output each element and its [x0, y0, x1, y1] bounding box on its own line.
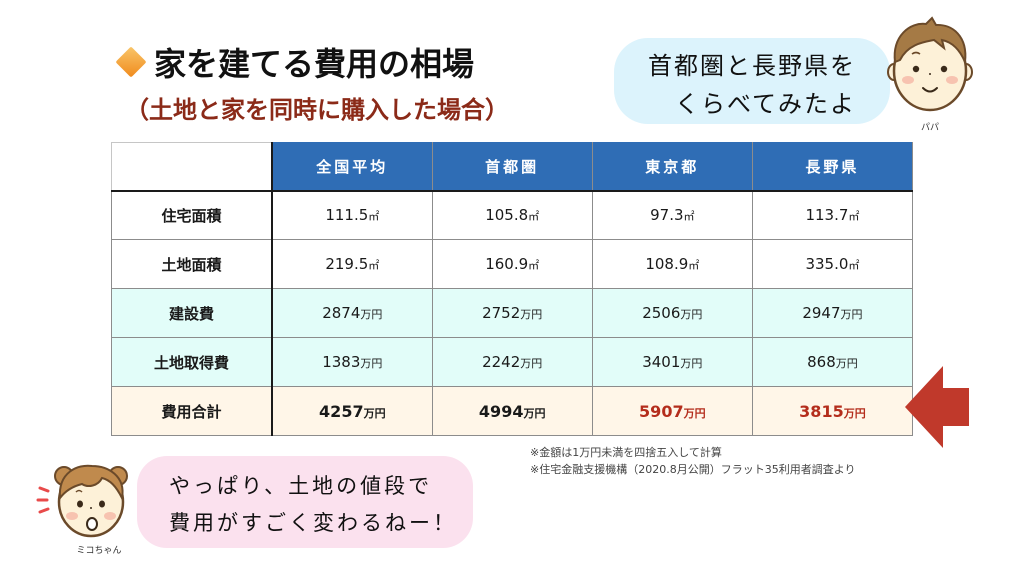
- column-header-nagano: 長野県: [751, 142, 914, 192]
- table-row-land-area: 土地面積 219.5㎡ 160.9㎡ 108.9㎡ 335.0㎡: [111, 239, 914, 289]
- table-cell: 4257万円: [271, 386, 433, 436]
- papa-bubble-line-2: くらべてみたよ: [674, 90, 856, 118]
- table-row-land-acquisition-cost: 土地取得費 1383万円 2242万円 3401万円 868万円: [111, 337, 914, 387]
- footnote-rounding: ※金額は1万円未満を四捨五入して計算: [530, 446, 722, 459]
- table-cell: 2242万円: [431, 337, 593, 387]
- row-label: 土地面積: [111, 239, 273, 289]
- papa-speech-bubble: 首都圏と長野県を くらべてみたよ: [614, 38, 890, 124]
- table-header-row: 全国平均 首都圏 東京都 長野県: [111, 142, 914, 192]
- title-text: 家を建てる費用の相場: [154, 45, 475, 83]
- miko-speech-bubble: やっぱり、土地の値段で 費用がすごく変わるねー！: [137, 456, 473, 548]
- table-cell: 97.3㎡: [591, 190, 753, 240]
- table-cell: 160.9㎡: [431, 239, 593, 289]
- column-header-national-average: 全国平均: [271, 142, 433, 192]
- papa-face-icon: [887, 16, 973, 112]
- table-row-total-cost: 費用合計 4257万円 4994万円 5907万円 3815万円: [111, 386, 914, 436]
- table-cell-highlight: 3815万円: [751, 386, 914, 436]
- papa-bubble-line-1: 首都圏と長野県を: [648, 52, 856, 80]
- miko-face-icon: [36, 464, 128, 538]
- table-cell: 3401万円: [591, 337, 753, 387]
- page-subtitle: （土地と家を同時に購入した場合）: [125, 96, 509, 124]
- column-header-capital-area: 首都圏: [431, 142, 593, 192]
- page-title: 家を建てる費用の相場: [113, 40, 474, 84]
- cost-comparison-table: 全国平均 首都圏 東京都 長野県 住宅面積 111.5㎡ 105.8㎡ 97.3…: [111, 142, 914, 436]
- miko-name-label: ミコちゃん: [76, 546, 122, 556]
- miko-bubble-line-2: 費用がすごく変わるねー！: [169, 511, 457, 535]
- table-cell: 113.7㎡: [751, 190, 914, 240]
- table-row-house-area: 住宅面積 111.5㎡ 105.8㎡ 97.3㎡ 113.7㎡: [111, 190, 914, 240]
- table-cell: 335.0㎡: [751, 239, 914, 289]
- row-label: 建設費: [111, 288, 273, 338]
- left-arrow-icon: [905, 366, 969, 448]
- column-header-tokyo: 東京都: [591, 142, 753, 192]
- table-cell: 2752万円: [431, 288, 593, 338]
- table-cell: 868万円: [751, 337, 914, 387]
- table-corner-cell: [111, 142, 273, 192]
- row-label: 住宅面積: [111, 190, 273, 240]
- row-label: 費用合計: [111, 386, 273, 436]
- table-cell: 1383万円: [271, 337, 433, 387]
- table-cell: 111.5㎡: [271, 190, 433, 240]
- diamond-bullet-icon: [115, 46, 147, 78]
- miko-bubble-line-1: やっぱり、土地の値段で: [169, 474, 433, 498]
- table-cell: 108.9㎡: [591, 239, 753, 289]
- table-cell-highlight: 5907万円: [591, 386, 753, 436]
- footnotes: ※金額は1万円未満を四捨五入して計算 ※住宅金融支援機構（2020.8月公開）フ…: [530, 444, 855, 478]
- table-cell: 2506万円: [591, 288, 753, 338]
- table-cell: 2947万円: [751, 288, 914, 338]
- row-label: 土地取得費: [111, 337, 273, 387]
- table-cell: 4994万円: [431, 386, 593, 436]
- table-cell: 2874万円: [271, 288, 433, 338]
- footnote-source: ※住宅金融支援機構（2020.8月公開）フラット35利用者調査より: [530, 463, 856, 476]
- table-cell: 219.5㎡: [271, 239, 433, 289]
- table-row-construction-cost: 建設費 2874万円 2752万円 2506万円 2947万円: [111, 288, 914, 338]
- table-cell: 105.8㎡: [431, 190, 593, 240]
- papa-name-label: パパ: [920, 123, 939, 133]
